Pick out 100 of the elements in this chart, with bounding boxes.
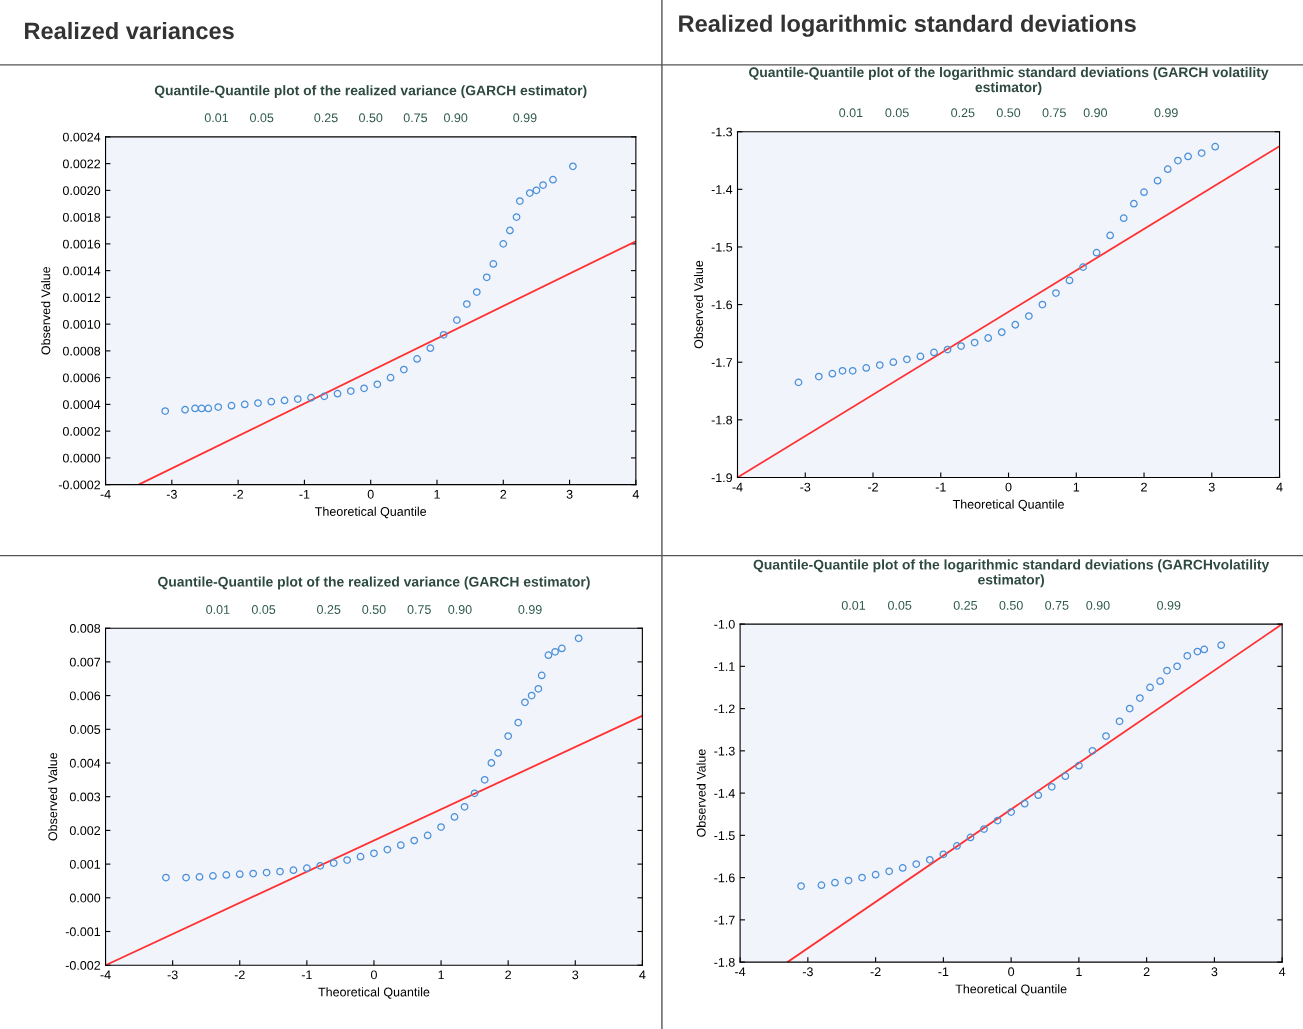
y-tick-label: -1.5	[714, 831, 735, 841]
text: 0.90	[443, 113, 468, 123]
x-tick-label: -1	[299, 489, 310, 499]
x-tick-label: -2	[234, 970, 245, 980]
y-tick-label: 0.003	[69, 792, 101, 802]
text: 0.25	[317, 605, 341, 614]
x-tick-label: -4	[100, 489, 111, 499]
text: 0.01	[839, 108, 863, 118]
x-tick-label: 3	[566, 489, 573, 499]
text: 0.99	[1157, 600, 1181, 610]
x-tick-label: -1	[935, 482, 946, 492]
x-tick-label: -4	[732, 482, 743, 492]
text: 0.90	[448, 605, 472, 614]
x-tick-label: 1	[1076, 967, 1082, 977]
y-tick-label: 0.0024	[62, 132, 101, 142]
x-tick-label: -3	[166, 489, 177, 499]
y-axis-title: Observed Value	[48, 752, 58, 841]
y-tick-label: -1.2	[714, 704, 735, 714]
y-tick-label: -1.8	[714, 957, 735, 967]
y-tick-label: 0.0008	[62, 346, 101, 356]
x-tick-label: -3	[802, 967, 813, 977]
text: 0.99	[513, 113, 537, 123]
y-tick-label: -0.002	[65, 961, 101, 970]
y-tick-label: 0.0018	[62, 212, 101, 222]
text: 0.25	[314, 113, 338, 123]
y-tick-label: 0.0020	[62, 186, 101, 196]
x-axis-title: Theoretical Quantile	[952, 499, 1064, 511]
text: 0.75	[1042, 108, 1066, 118]
x-tick-label: 4	[639, 970, 646, 980]
x-tick-label: 1	[434, 489, 440, 499]
chart-title: Quantile-Quantile plot of the logarithmic standard deviations (GARCHvolatility estimator)	[753, 559, 1270, 588]
chart-title: Quantile-Quantile plot of the logarithmic standard deviations (GARCH volatility estimator)	[749, 66, 1269, 95]
x-axis-title: Theoretical Quantile	[315, 506, 427, 519]
text: 0.90	[1083, 108, 1108, 118]
text: 0.75	[407, 605, 431, 614]
x-tick-label: 0	[1005, 482, 1012, 492]
x-tick-label: 1	[1073, 482, 1080, 492]
text: 0.99	[518, 605, 542, 614]
y-tick-label: -1.3	[714, 746, 735, 756]
y-tick-label: 0.0000	[62, 453, 101, 463]
text: 0.50	[359, 113, 383, 123]
y-tick-label: 0.007	[69, 657, 101, 667]
y-tick-label: -0.0002	[58, 480, 101, 490]
text: 0.05	[251, 605, 276, 614]
y-tick-label: 0.004	[69, 758, 101, 768]
chart-title: Quantile-Quantile plot of the realized variance (GARCH estimator)	[154, 85, 587, 99]
y-tick-label: -1.0	[714, 619, 735, 629]
x-tick-label: -2	[868, 482, 878, 492]
y-tick-label: 0.001	[69, 859, 101, 869]
y-axis-title: Observed Value	[696, 749, 706, 837]
y-tick-label: 0.002	[69, 826, 101, 836]
y-tick-label: 0.008	[69, 624, 101, 633]
x-tick-label: -3	[800, 482, 811, 492]
x-tick-label: 2	[1141, 482, 1147, 492]
y-axis-title: Observed Value	[41, 266, 51, 355]
text: 0.90	[1086, 600, 1110, 610]
y-tick-label: -1.1	[714, 662, 735, 671]
y-tick-label: -1.6	[714, 873, 735, 883]
text: 0.05	[888, 600, 912, 610]
x-tick-label: 4	[1278, 967, 1286, 977]
y-tick-label: 0.006	[69, 691, 101, 701]
y-tick-label: -1.7	[711, 358, 733, 367]
y-tick-label: -0.001	[65, 927, 101, 937]
y-tick-label: 0.000	[69, 893, 101, 903]
x-tick-label: 0	[370, 970, 377, 980]
text: 0.99	[1154, 108, 1178, 118]
text: 0.25	[951, 108, 975, 118]
y-tick-label: 0.0010	[62, 319, 101, 329]
x-tick-label: -1	[938, 967, 949, 977]
x-tick-label: 3	[1211, 967, 1218, 977]
x-tick-label: 1	[438, 970, 444, 980]
y-axis-title: Observed Value	[693, 260, 704, 349]
y-tick-label: 0.005	[69, 725, 101, 734]
y-tick-label: 0.0016	[62, 239, 101, 249]
x-tick-label: -2	[233, 489, 244, 499]
x-tick-label: 2	[1143, 967, 1150, 977]
x-tick-label: -4	[100, 970, 111, 980]
text: 0.50	[999, 600, 1023, 610]
x-tick-label: -1	[301, 970, 312, 980]
text: 0.01	[204, 113, 229, 123]
text: 0.25	[953, 600, 978, 610]
text: 0.50	[362, 605, 386, 614]
y-tick-label: -1.4	[711, 185, 733, 194]
text: 0.50	[996, 108, 1021, 118]
x-tick-label: 0	[367, 489, 374, 499]
x-tick-label: 4	[632, 489, 639, 499]
x-tick-label: 2	[505, 970, 512, 980]
text: Realized logarithmic standard deviations	[679, 14, 1136, 37]
y-tick-label: 0.0006	[62, 373, 101, 383]
x-tick-label: -3	[167, 970, 178, 980]
x-tick-label: 2	[500, 489, 507, 499]
text: 0.05	[249, 113, 274, 123]
x-tick-label: 4	[1276, 482, 1283, 492]
y-tick-label: -1.4	[714, 789, 735, 798]
x-tick-label: -2	[870, 967, 881, 977]
text: 0.01	[206, 605, 230, 614]
y-tick-label: -1.8	[711, 415, 733, 425]
x-axis-title: Theoretical Quantile	[955, 984, 1067, 996]
text: 0.75	[403, 113, 428, 123]
y-tick-label: 0.0014	[62, 266, 101, 276]
